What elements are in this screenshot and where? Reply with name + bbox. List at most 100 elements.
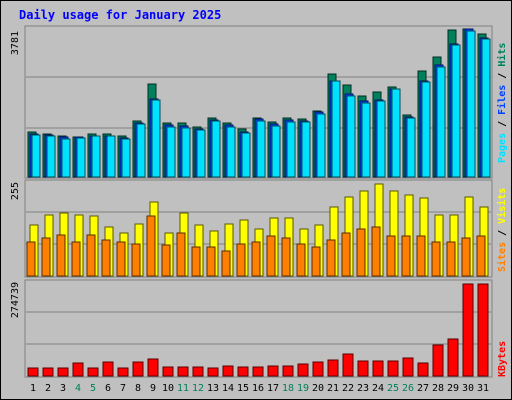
pages-bar-12 [196, 129, 206, 178]
kbytes-bar-10 [162, 366, 174, 377]
x-tick-label: 23 [357, 383, 369, 394]
sites-bar-14 [221, 250, 231, 277]
sites-bar-27 [416, 235, 426, 277]
legend-files: Files [496, 85, 508, 115]
bars-bottom [27, 283, 489, 377]
pages-bar-26 [406, 117, 416, 178]
bars-middle [26, 183, 489, 277]
sites-bar-28 [431, 241, 441, 277]
x-tick-label: 29 [447, 383, 459, 394]
pages-bar-19 [301, 121, 311, 178]
kbytes-bar-30 [462, 283, 474, 377]
pages-bar-15 [241, 132, 251, 178]
pages-bar-30 [466, 30, 476, 178]
x-tick-label: 4 [75, 383, 81, 394]
kbytes-bar-25 [387, 360, 399, 377]
kbytes-bar-14 [222, 365, 234, 377]
sites-bar-2 [41, 237, 51, 277]
x-tick-label: 21 [327, 383, 339, 394]
x-tick-label: 10 [162, 383, 174, 394]
kbytes-bar-20 [312, 361, 324, 377]
panel-visits-sites: 255 Sites / Visits [10, 179, 508, 278]
sites-bar-15 [236, 243, 246, 277]
x-tick-label: 17 [267, 383, 279, 394]
legend-kbytes: KBytes [497, 341, 508, 377]
kbytes-bar-6 [102, 361, 114, 377]
chart-title: Daily usage for January 2025 [19, 8, 221, 22]
legend-bottom: KBytes [497, 341, 508, 377]
x-tick-label: 15 [237, 383, 249, 394]
pages-bar-31 [481, 38, 491, 178]
sites-bar-16 [251, 241, 261, 277]
sites-bar-4 [71, 241, 81, 277]
kbytes-bar-15 [237, 366, 249, 377]
sites-bar-21 [326, 239, 336, 277]
x-tick-label: 22 [342, 383, 354, 394]
sites-bar-8 [131, 243, 141, 277]
legend-top: Pages / Files / Hits [496, 43, 508, 163]
pages-bar-11 [181, 127, 191, 178]
pages-bar-17 [271, 125, 281, 178]
sites-bar-6 [101, 239, 111, 277]
x-tick-label: 25 [387, 383, 399, 394]
panel-frame [24, 279, 493, 378]
sites-bar-26 [401, 235, 411, 277]
pages-bar-22 [346, 95, 356, 178]
sites-bar-13 [206, 246, 216, 277]
kbytes-bar-23 [357, 360, 369, 377]
kbytes-bar-19 [297, 363, 309, 377]
kbytes-bar-12 [192, 366, 204, 377]
x-tick-label: 14 [222, 383, 234, 394]
sites-bar-24 [371, 226, 381, 277]
legend-middle: Sites / Visits [496, 188, 508, 272]
kbytes-bar-31 [477, 283, 489, 377]
sites-bar-1 [26, 241, 36, 277]
x-tick-label: 3 [60, 383, 66, 394]
legend-separator: / [497, 224, 508, 242]
sites-bar-25 [386, 235, 396, 277]
kbytes-bar-7 [117, 367, 129, 377]
x-tick-label: 19 [297, 383, 309, 394]
x-tick-label: 31 [477, 383, 489, 394]
kbytes-bar-8 [132, 361, 144, 377]
y-max-label: 3781 [10, 31, 21, 55]
sites-bar-22 [341, 232, 351, 277]
pages-bar-13 [211, 120, 221, 178]
pages-bar-7 [121, 138, 131, 178]
kbytes-bar-16 [252, 366, 264, 377]
x-tick-label: 26 [402, 383, 414, 394]
kbytes-bar-1 [27, 367, 39, 377]
pages-bar-28 [436, 66, 446, 178]
pages-bar-29 [451, 44, 461, 178]
panel-kbytes: 274739 KBytes [10, 279, 508, 378]
sites-bar-9 [146, 215, 156, 277]
kbytes-bar-11 [177, 366, 189, 377]
y-max-label: 255 [10, 182, 21, 200]
sites-bar-29 [446, 241, 456, 277]
pages-bar-2 [46, 135, 56, 178]
pages-bar-3 [61, 138, 71, 178]
x-tick-label: 2 [45, 383, 51, 394]
sites-bar-20 [311, 246, 321, 277]
x-axis-labels: 1 2 3 4 5 6 7 8 9 10 11 12 13 14 15 16 17 18 19 20 21 22 23 24 2… [30, 383, 489, 394]
x-tick-label: 8 [135, 383, 141, 394]
x-tick-label: 24 [372, 383, 384, 394]
legend-visits: Visits [496, 188, 508, 224]
kbytes-bar-5 [87, 367, 99, 377]
pages-bar-18 [286, 121, 296, 178]
y-max-label: 274739 [10, 282, 21, 318]
x-tick-label: 12 [192, 383, 204, 394]
kbytes-bar-9 [147, 358, 159, 377]
pages-bar-4 [76, 137, 86, 178]
x-tick-label: 11 [177, 383, 189, 394]
pages-bar-8 [136, 123, 146, 178]
kbytes-bar-17 [267, 365, 279, 377]
kbytes-bar-28 [432, 344, 444, 377]
sites-bar-23 [356, 228, 366, 277]
x-tick-label: 13 [207, 383, 219, 394]
x-tick-label: 18 [282, 383, 294, 394]
pages-bar-9 [151, 99, 161, 178]
sites-bar-3 [56, 234, 66, 277]
bars-top [27, 28, 491, 178]
